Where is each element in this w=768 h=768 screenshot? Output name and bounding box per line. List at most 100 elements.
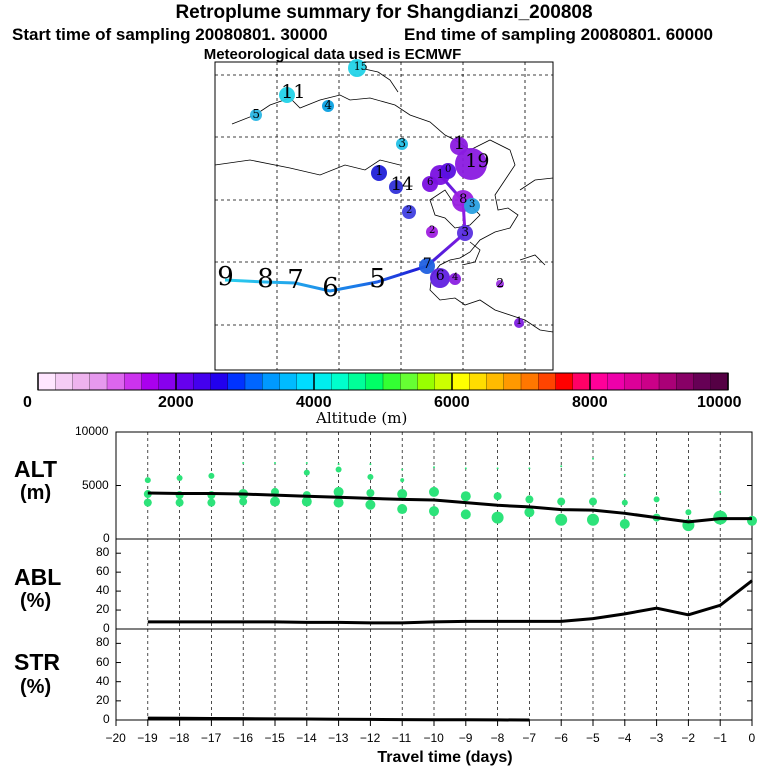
map-label: 1 [375,163,384,179]
map-label: 11 [281,81,306,104]
map-label: 1 [436,166,445,181]
map-marker [396,138,408,150]
map-label: 6 [435,268,445,285]
xtick-label: −13 [328,731,349,745]
xtick-label: −7 [522,731,537,745]
map-label: 3 [469,198,476,210]
map-marker [496,280,504,288]
xtick-label: −18 [169,731,190,745]
abl-ytick-label: 20 [96,602,110,617]
xtick-label: −11 [391,731,412,745]
colorbar-axis-label: Altitude (m) [316,409,408,427]
map-marker [455,148,487,180]
colorbar-tick-8000: 8000 [572,394,608,411]
map-label: 8 [459,191,468,207]
map-label: 3 [398,135,407,150]
abl-unit: (%) [20,590,52,612]
map-label: 2 [429,224,436,236]
xtick-label: −17 [200,731,222,745]
abl-ytick-label: 0 [103,621,110,635]
colorbar-tick-2000: 2000 [158,394,194,411]
xtick-label: −15 [264,731,285,745]
str-ytick-label: 20 [96,692,110,707]
map-label: 19 [465,150,490,173]
xtick-label: −5 [586,731,600,745]
xtick-label: −2 [681,731,696,745]
xtick-label: −12 [359,731,381,745]
map-label: 1 [516,315,523,327]
map-marker [322,100,334,112]
alt-label: ALT [14,456,58,482]
alt-unit: (m) [20,482,52,504]
map-label: 5 [369,263,386,294]
map-marker [514,318,524,328]
map-label: 3 [461,224,470,239]
map-label: 9 [217,261,234,292]
abl-ytick-label: 80 [96,545,110,560]
map-label: 14 [390,173,414,195]
xtick-label: −8 [490,731,505,745]
xtick-label: −19 [137,731,158,745]
map-label: 8 [257,263,274,294]
colorbar-tick-4000: 4000 [296,394,332,411]
map-marker [348,59,366,77]
xtick-label: −20 [105,731,126,745]
met-data-label: Meteorological data used is ECMWF [203,46,462,63]
map-marker [426,226,438,238]
map-label: 7 [287,264,304,295]
colorbar-tick-0: 0 [23,394,32,411]
str-ytick-label: 80 [96,635,110,650]
map-marker [371,165,387,181]
map-label: 6 [427,176,434,188]
map-coastlines [214,67,554,333]
map-label: 2 [406,204,413,216]
str-label: STR [14,649,60,675]
str-ytick-label: 40 [96,673,110,688]
start-time-label: Start time of sampling 20080801. 30000 [12,25,328,44]
map-grid [215,62,553,370]
alt-ytick-label: 10000 [75,424,109,438]
xtick-label: 0 [748,731,756,745]
map-label: 15 [353,60,368,74]
str-unit: (%) [20,676,52,698]
abl-ytick-label: 40 [96,583,110,598]
map-marker [250,109,262,121]
map-label: 5 [252,106,261,121]
xtick-label: −3 [649,731,664,745]
alt-ytick-label: 0 [103,531,110,545]
colorbar-tick-6000: 6000 [434,394,470,411]
end-time-label: End time of sampling 20080801. 60000 [404,25,713,44]
xtick-label: −16 [232,731,254,745]
map-marker [449,273,461,285]
xtick-label: −4 [617,731,632,745]
colorbar-tick-10000: 10000 [697,394,742,411]
map-label: 2 [496,275,505,290]
map-marker [279,87,295,103]
map-marker [430,268,450,288]
xtick-label: −14 [296,731,317,745]
xtick-label: −6 [554,731,568,745]
map-marker [464,198,480,214]
str-ytick-label: 60 [96,654,110,669]
map-marker [389,180,403,194]
map-label: 0 [445,163,452,175]
map-frame [214,61,554,371]
abl-label: ABL [14,564,62,590]
map-label: 4 [324,97,333,112]
map-label: 1 [453,132,466,154]
xtick-label: −1 [713,731,727,745]
map-markers [250,59,524,328]
map-label: 7 [422,256,432,273]
map-marker [440,163,456,179]
map-label: 4 [452,271,459,283]
alt-ytick-label: 5000 [82,477,109,492]
map-marker [402,205,416,219]
chart-title: Retroplume summary for Shangdianzi_20080… [175,2,593,23]
map-label: 6 [322,272,339,303]
xtick-label: −10 [423,731,444,745]
map-panel [214,61,554,371]
x-axis-label: Travel time (days) [377,749,513,766]
abl-ytick-label: 60 [96,564,110,579]
xtick-label: −9 [458,731,473,745]
